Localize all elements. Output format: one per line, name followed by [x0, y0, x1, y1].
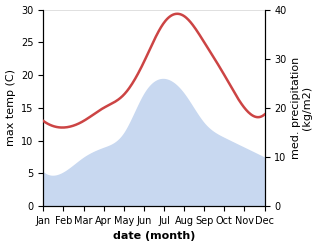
Y-axis label: med. precipitation
(kg/m2): med. precipitation (kg/m2)	[291, 57, 313, 159]
X-axis label: date (month): date (month)	[113, 231, 195, 242]
Y-axis label: max temp (C): max temp (C)	[5, 69, 16, 146]
